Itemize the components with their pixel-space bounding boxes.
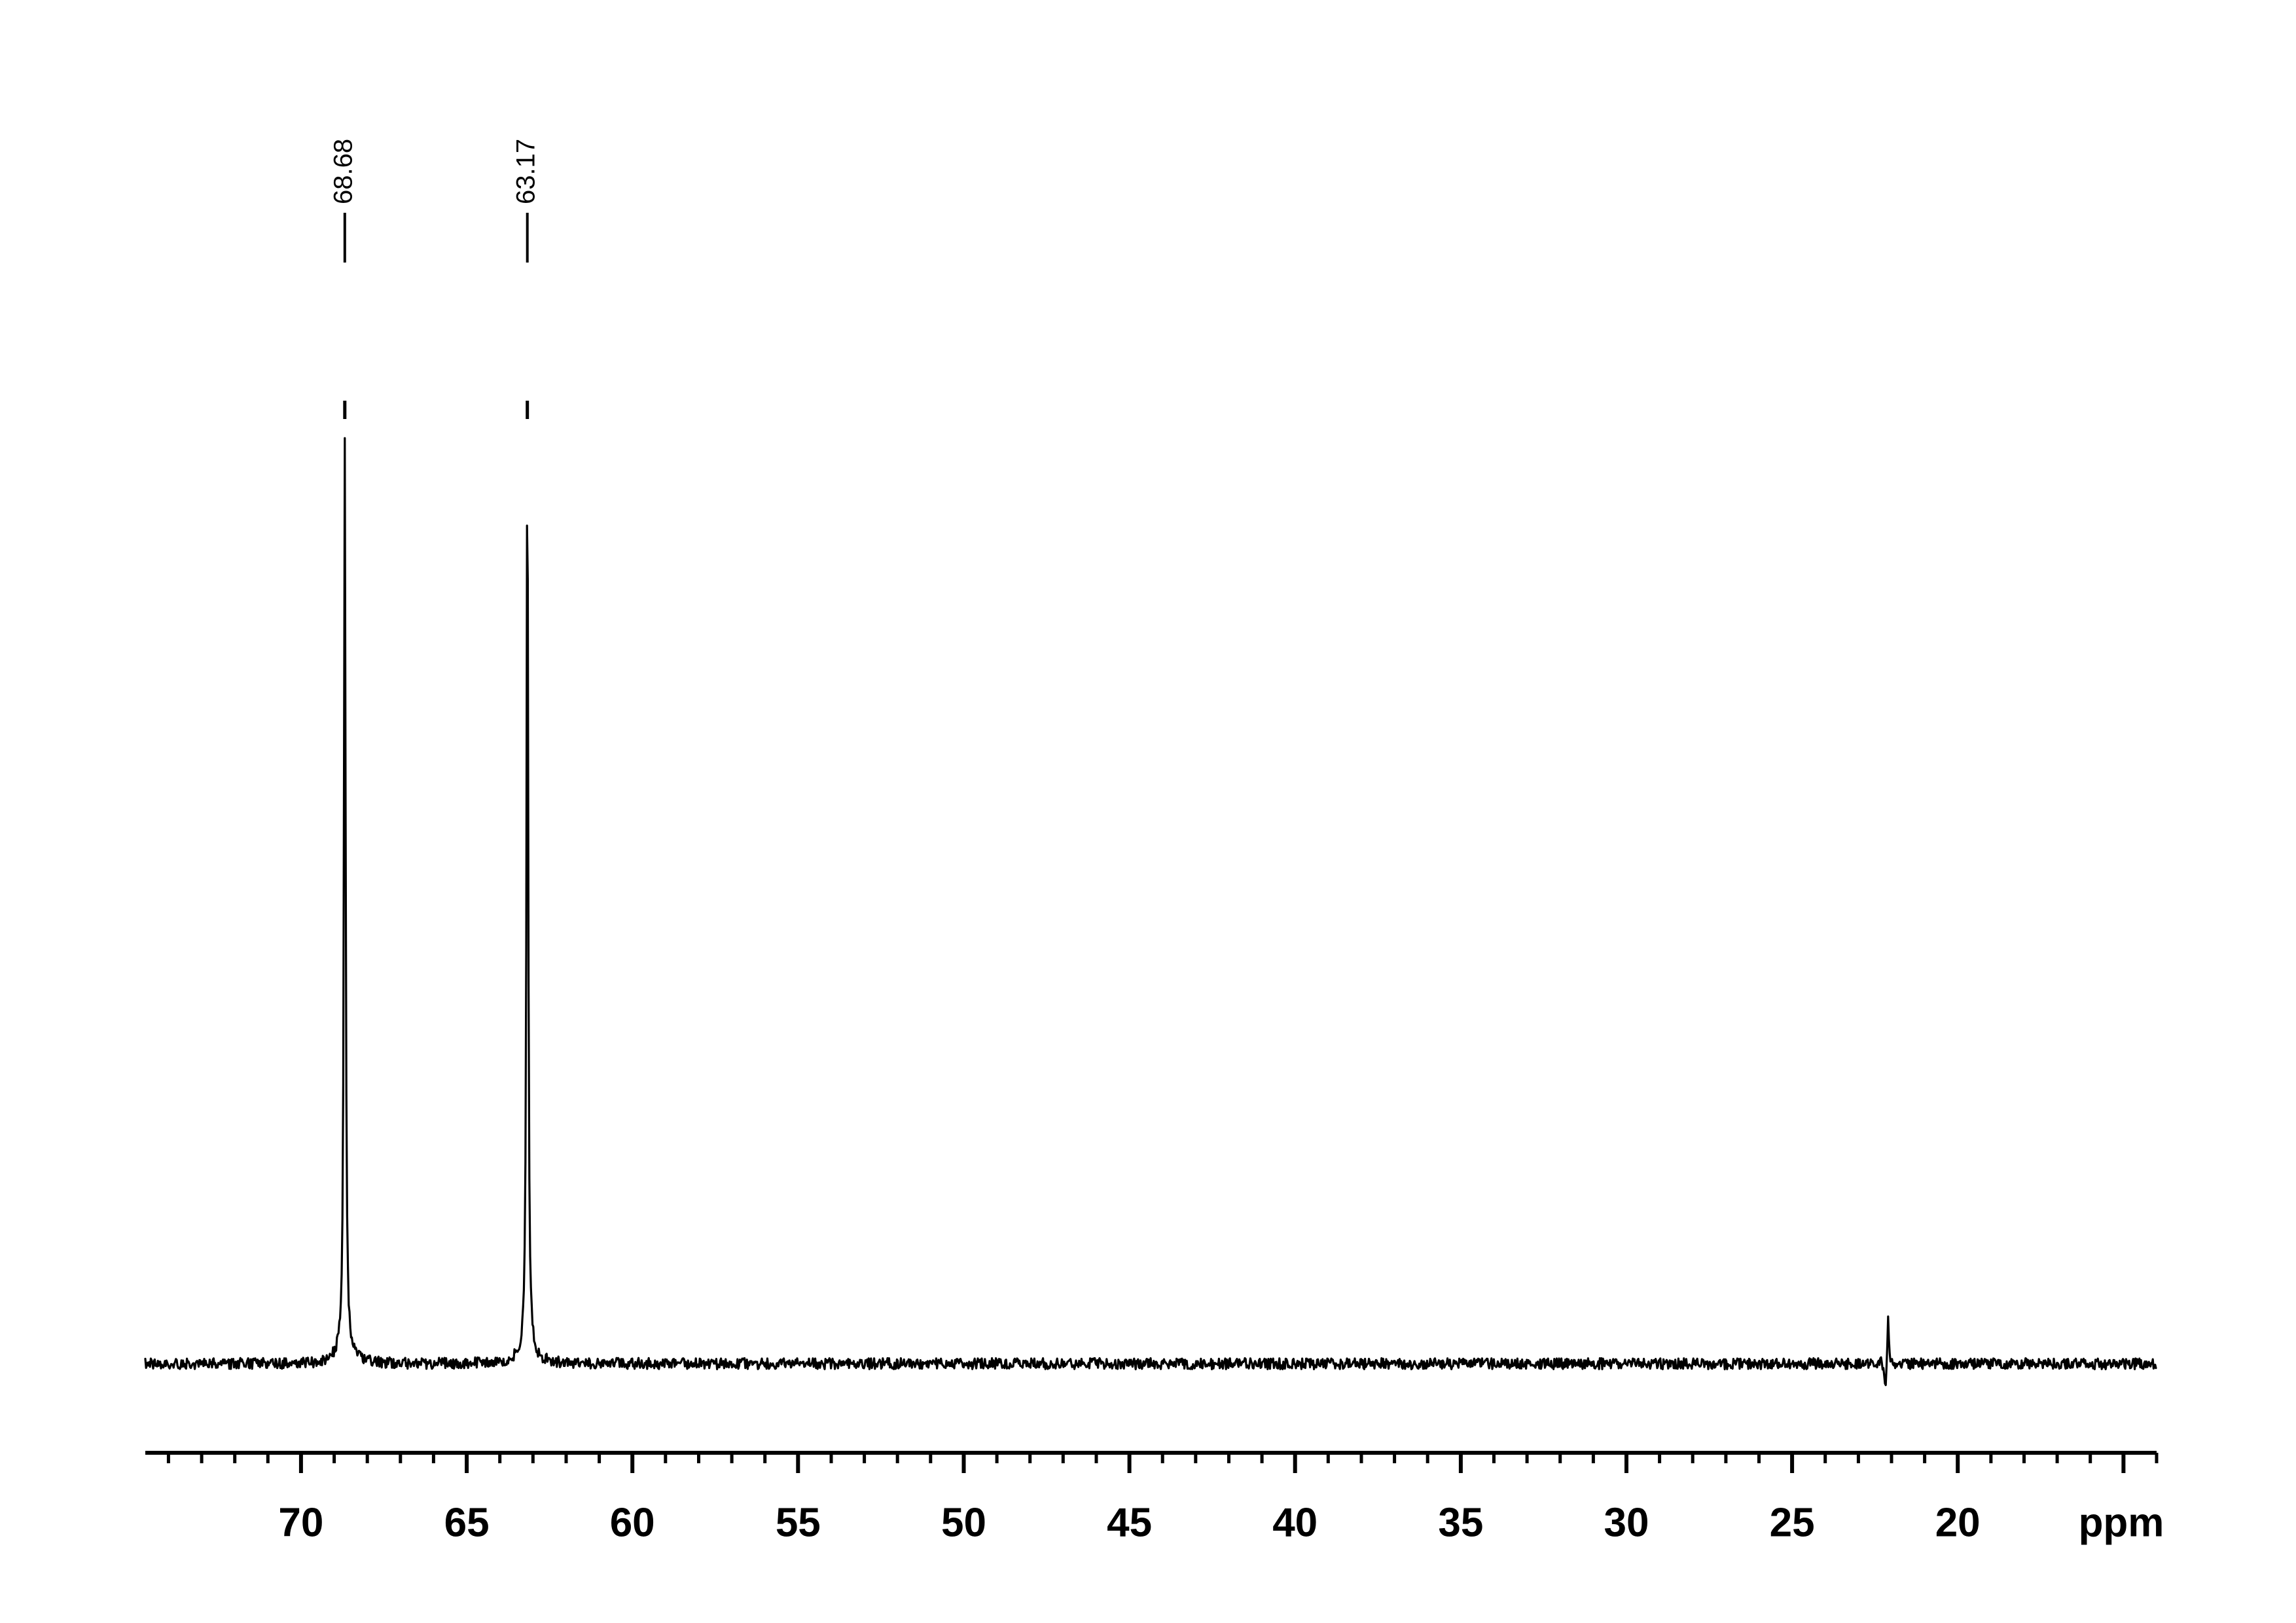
x-axis-tick-label: 50 xyxy=(941,1500,986,1545)
peak-label: 68.68 xyxy=(329,139,357,204)
x-axis-tick-label: 20 xyxy=(1935,1500,1981,1545)
x-axis: 70 65 60 55 50 45 40 35 30 25 20 ppm xyxy=(145,1451,2164,1545)
peak-marker-group xyxy=(343,401,529,419)
peak-label: 63.17 xyxy=(511,139,540,204)
x-axis-tick-label: 45 xyxy=(1107,1500,1152,1545)
x-axis-tick-label: 70 xyxy=(278,1500,323,1545)
x-axis-tick-label: 25 xyxy=(1770,1500,1815,1545)
x-axis-ticks xyxy=(166,1453,2159,1473)
spectrum-trace-path xyxy=(144,437,2157,1387)
x-axis-tick-label: 40 xyxy=(1272,1500,1318,1545)
x-axis-tick-label: 30 xyxy=(1604,1500,1649,1545)
spectrum-trace xyxy=(144,437,2157,1387)
x-axis-tick-labels: 70 65 60 55 50 45 40 35 30 25 20 xyxy=(278,1500,1980,1545)
x-axis-unit-label: ppm xyxy=(2079,1500,2164,1545)
x-axis-tick-label: 60 xyxy=(610,1500,655,1545)
x-axis-tick-label: 55 xyxy=(776,1500,821,1545)
x-axis-tick-label: 65 xyxy=(444,1500,490,1545)
peak-annotation-group: 68.68 63.17 xyxy=(329,139,540,263)
x-axis-tick-label: 35 xyxy=(1438,1500,1483,1545)
